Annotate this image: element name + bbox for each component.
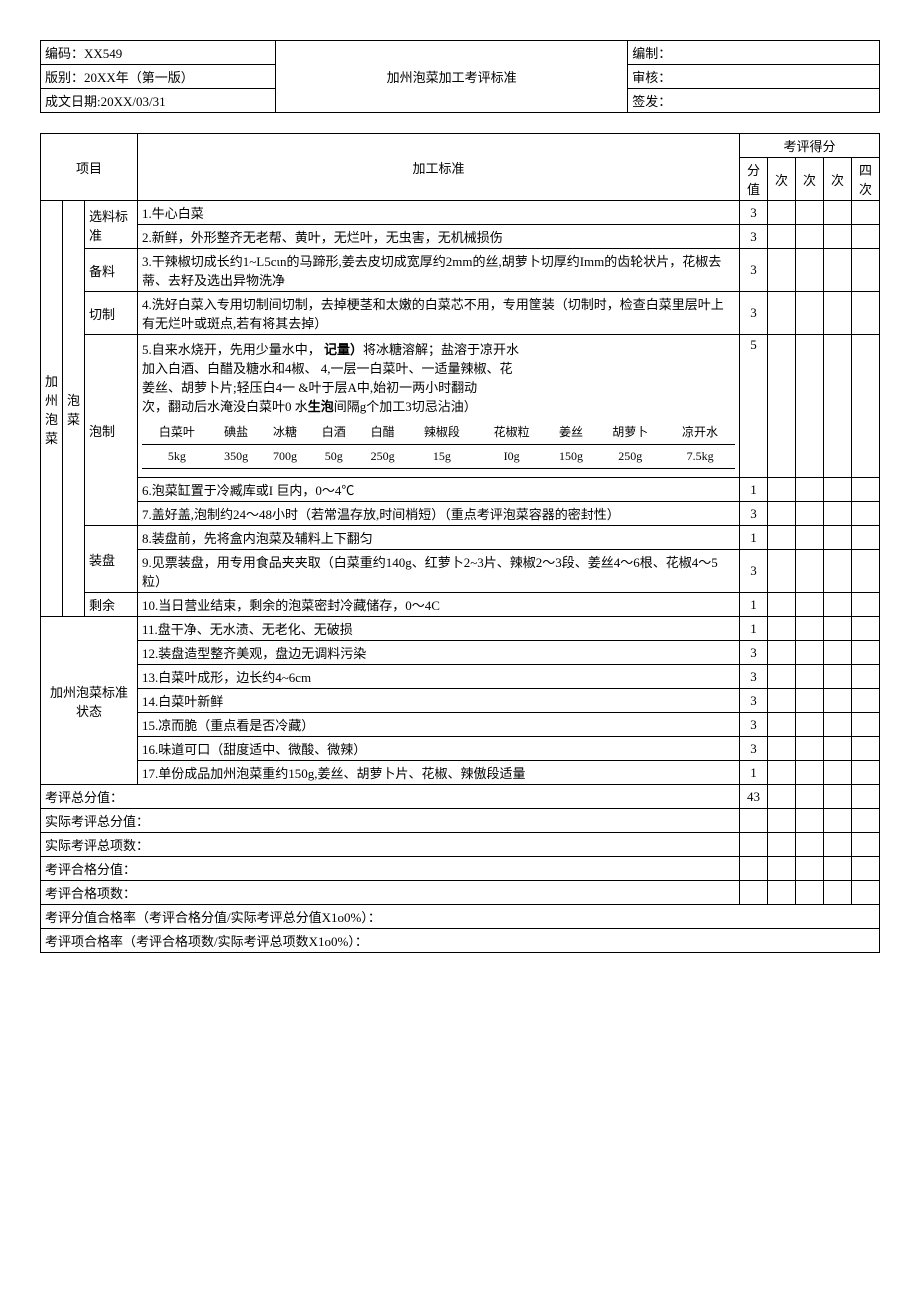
col-times-3: 次: [824, 158, 852, 201]
document-header: 编码：XX549 加州泡菜加工考评标准 编制： 版别：20XX年（第一版） 审核…: [40, 40, 880, 113]
col-project: 项目: [41, 134, 138, 201]
score-cell: 3: [740, 550, 768, 593]
score-cell: 5: [740, 335, 768, 478]
doc-issuer: 签发：: [628, 89, 880, 113]
doc-date: 成文日期:20XX/03/31: [41, 89, 276, 113]
score-cell: 3: [740, 201, 768, 225]
ingredients-table: 白菜叶碘盐冰糖白酒白醋辣椒段花椒粒姜丝胡萝卜凉开水 5kg350g700g50g…: [142, 419, 735, 469]
stage-cut: 切制: [85, 292, 138, 335]
score-cell: 3: [740, 737, 768, 761]
stage-remain: 剩余: [85, 593, 138, 617]
stage-plate: 装盘: [85, 526, 138, 593]
std-row: 4.洗好白菜入专用切制间切制，去掉梗茎和太嫩的白菜芯不用，专用筐装（切制时，检查…: [137, 292, 739, 335]
std-row: 11.盘干净、无水渍、无老化、无破损: [137, 617, 739, 641]
score-cell: 3: [740, 249, 768, 292]
std-row: 9.见票装盘，用专用食品夹夹取（白菜重约140g、红萝卜2~3片、辣椒2～3段、…: [137, 550, 739, 593]
stage-select: 选料标准: [85, 201, 138, 249]
eval-cell: [852, 201, 880, 225]
std-row: 2.新鲜，外形整齐无老帮、黄叶，无烂叶，无虫害，无机械损伤: [137, 225, 739, 249]
doc-reviewer: 审核：: [628, 65, 880, 89]
evaluation-table: 项目 加工标准 考评得分 分值 次 次 次 四次 加州泡菜 泡菜 选料标准 1.…: [40, 133, 880, 953]
col-times-1: 次: [768, 158, 796, 201]
score-cell: 3: [740, 665, 768, 689]
footer-pass-items: 考评合格项数：: [41, 881, 740, 905]
footer-total-label: 考评总分值：: [41, 785, 740, 809]
product-col-1: 加州泡菜: [41, 201, 63, 617]
std-row: 10.当日营业结束，剩余的泡菜密封冷藏储存，0～4C: [137, 593, 739, 617]
std-row: 1.牛心白菜: [137, 201, 739, 225]
std-row: 8.装盘前，先将盒内泡菜及辅料上下翻匀: [137, 526, 739, 550]
col-standard: 加工标准: [137, 134, 739, 201]
score-cell: 3: [740, 502, 768, 526]
doc-creator: 编制：: [628, 41, 880, 65]
score-cell: 1: [740, 526, 768, 550]
footer-pass-score: 考评合格分值：: [41, 857, 740, 881]
std-row: 15.凉而脆（重点看是否冷藏）: [137, 713, 739, 737]
std-row: 17.单份成品加州泡菜重约150g,姜丝、胡萝卜片、花椒、辣傲段适量: [137, 761, 739, 785]
std-row: 7.盖好盖,泡制约24～48小时（若常温存放,时间梢短）（重点考评泡菜容器的密封…: [137, 502, 739, 526]
std-row: 16.味道可口（甜度适中、微酸、微辣）: [137, 737, 739, 761]
std-row: 14.白菜叶新鲜: [137, 689, 739, 713]
product-col-2: 泡菜: [63, 201, 85, 617]
score-cell: 3: [740, 225, 768, 249]
score-cell: 1: [740, 593, 768, 617]
score-cell: 1: [740, 617, 768, 641]
col-score-value: 分值: [740, 158, 768, 201]
footer-actual-score: 实际考评总分值：: [41, 809, 740, 833]
footer-rate-items: 考评项合格率（考评合格项数/实际考评总项数X1o0%）：: [41, 929, 880, 953]
std-row: 12.装盘造型整齐美观，盘边无调料污染: [137, 641, 739, 665]
score-cell: 3: [740, 292, 768, 335]
doc-title: 加州泡菜加工考评标准: [275, 41, 627, 113]
stage-prep: 备料: [85, 249, 138, 292]
doc-version: 版别：20XX年（第一版）: [41, 65, 276, 89]
col-times-4: 四次: [852, 158, 880, 201]
std-row: 3.干辣椒切成长约1~L5cιn的马蹄形,姜去皮切成宽厚约2mm的丝,胡萝卜切厚…: [137, 249, 739, 292]
footer-actual-items: 实际考评总项数：: [41, 833, 740, 857]
col-times-2: 次: [796, 158, 824, 201]
stage-soak: 泡制: [85, 335, 138, 526]
score-cell: 3: [740, 641, 768, 665]
footer-rate-score: 考评分值合格率（考评合格分值/实际考评总分值X1o0%）：: [41, 905, 880, 929]
col-score-header: 考评得分: [740, 134, 880, 158]
score-cell: 1: [740, 478, 768, 502]
eval-cell: [796, 201, 824, 225]
footer-total: 43: [740, 785, 768, 809]
score-cell: 3: [740, 689, 768, 713]
score-cell: 3: [740, 713, 768, 737]
std-row: 6.泡菜缸置于冷臧库或I 巨内，0～4℃: [137, 478, 739, 502]
doc-code: 编码：XX549: [41, 41, 276, 65]
eval-cell: [824, 201, 852, 225]
score-cell: 1: [740, 761, 768, 785]
eval-cell: [768, 201, 796, 225]
std-row: 13.白菜叶成形，边长约4~6cm: [137, 665, 739, 689]
status-label: 加州泡菜标准状态: [41, 617, 138, 785]
std-row: 5.自来水烧开，先用少量水中， 记量）将冰糖溶解；盐溶于凉开水 加入白酒、白醋及…: [137, 335, 739, 478]
